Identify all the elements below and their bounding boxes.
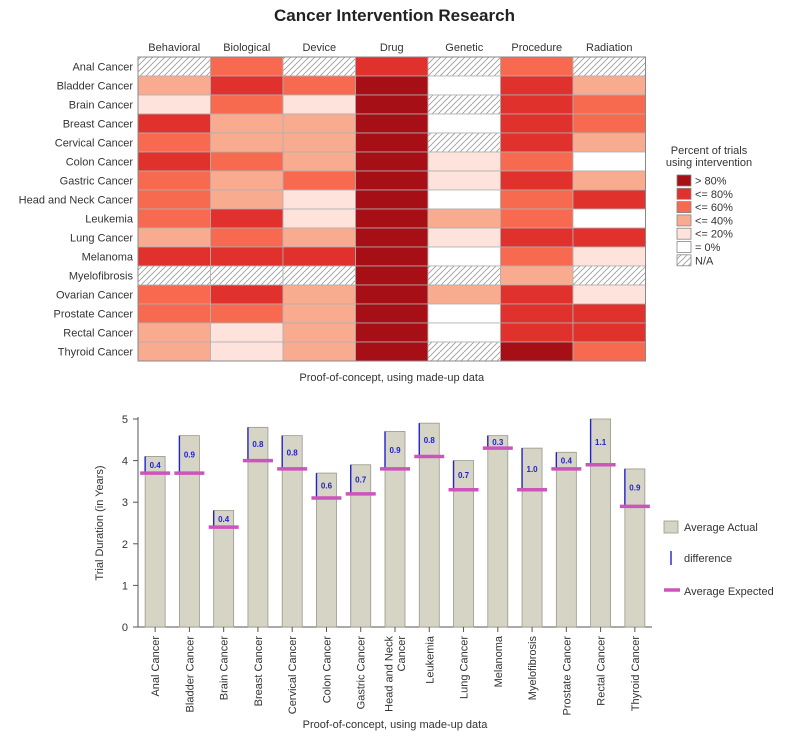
bar-average-actual — [521, 447, 543, 628]
heatmap-column-label: Genetic — [445, 42, 483, 54]
legend-swatch — [676, 201, 692, 214]
heatmap-column-label: Radiation — [586, 42, 632, 54]
heatmap-footnote: Proof-of-concept, using made-up data — [299, 372, 485, 384]
difference-label: 0.9 — [389, 446, 401, 455]
y-tick-label: 0 — [122, 622, 128, 634]
legend-label: <= 80% — [695, 189, 733, 201]
heatmap-column-label: Behavioral — [148, 42, 200, 54]
heatmap-row-label: Gastric Cancer — [60, 176, 134, 188]
difference-label: 0.4 — [561, 457, 573, 466]
legend-swatch-actual — [663, 520, 679, 534]
heatmap-row-label: Bladder Cancer — [57, 81, 134, 93]
difference-label: 0.9 — [629, 484, 641, 493]
x-tick-label: Head and NeckCancer — [383, 636, 408, 712]
bar-average-actual — [316, 472, 337, 628]
legend-swatch — [676, 241, 692, 253]
legend-swatch — [676, 227, 692, 240]
bar-average-actual — [487, 435, 509, 628]
legend-title-line-2: using intervention — [666, 157, 752, 169]
heatmap-row-label: Rectal Cancer — [63, 328, 133, 340]
heatmap-border — [137, 56, 646, 362]
legend-label: = 0% — [695, 242, 721, 254]
difference-label: 0.8 — [424, 436, 436, 445]
heatmap-column-label: Procedure — [511, 42, 562, 54]
heatmap-row-label: Cervical Cancer — [55, 138, 134, 150]
heatmap-row-label: Thyroid Cancer — [58, 347, 134, 359]
bar-average-actual — [178, 435, 200, 628]
x-tick-label: Cervical Cancer — [287, 636, 299, 715]
bar-average-actual — [144, 456, 166, 628]
heatmap-row-label: Brain Cancer — [69, 100, 134, 112]
legend-label-actual: Average Actual — [684, 522, 758, 534]
page-title: Cancer Intervention Research — [274, 6, 515, 25]
bar-average-actual — [453, 460, 474, 628]
x-tick-label: Breast Cancer — [253, 636, 265, 707]
x-tick-label: Bladder Cancer — [184, 636, 196, 713]
y-axis-label: Trial Duration (in Years) — [94, 465, 106, 580]
heatmap-row-label: Myelofibrosis — [69, 271, 134, 283]
bar-average-actual — [590, 418, 611, 628]
heatmap-column-label: Drug — [380, 42, 404, 54]
difference-label: 0.3 — [492, 438, 504, 447]
x-tick-label: Prostate Cancer — [561, 636, 573, 716]
legend-swatch — [676, 174, 692, 187]
difference-label: 1.1 — [595, 438, 607, 447]
bar-average-actual — [281, 435, 303, 628]
x-tick-label: Brain Cancer — [219, 636, 231, 701]
heatmap-column-label: Device — [302, 42, 336, 54]
heatmap-column-label: Biological — [223, 42, 270, 54]
x-tick-label: Rectal Cancer — [596, 636, 608, 706]
bar-average-actual — [384, 431, 406, 628]
bar-chart-footnote: Proof-of-concept, using made-up data — [303, 719, 489, 731]
x-tick-label: Myelofibrosis — [527, 636, 539, 701]
x-tick-label: Leukemia — [424, 635, 436, 684]
heatmap-row-label: Head and Neck Cancer — [19, 195, 134, 207]
legend-label: <= 20% — [695, 229, 733, 241]
heatmap-row-label: Lung Cancer — [70, 233, 133, 245]
heatmap-chart: Behavioral Biological Device Drug Genetic Pro… — [19, 42, 752, 384]
difference-label: 0.8 — [287, 448, 299, 457]
y-tick-label: 3 — [122, 497, 128, 509]
difference-label: 0.7 — [458, 471, 470, 480]
difference-label: 0.4 — [218, 515, 230, 524]
heatmap-row-label: Leukemia — [85, 214, 134, 226]
x-tick-label: Melanoma — [493, 635, 505, 687]
bar-average-actual — [350, 464, 372, 628]
bar-average-actual — [555, 451, 577, 628]
legend-swatch — [676, 214, 692, 227]
legend-label: N/A — [695, 255, 714, 267]
y-tick-label: 5 — [122, 414, 128, 426]
difference-label: 0.9 — [184, 450, 196, 459]
difference-label: 0.8 — [252, 440, 264, 449]
heatmap-row-label: Anal Cancer — [72, 62, 133, 74]
heatmap-row-label: Prostate Cancer — [54, 309, 134, 321]
heatmap-row-label: Melanoma — [82, 252, 134, 264]
y-tick-label: 4 — [122, 456, 128, 468]
legend-swatch — [676, 254, 692, 267]
legend-swatch — [676, 187, 692, 200]
x-tick-label: Colon Cancer — [321, 636, 333, 704]
heatmap-row-label: Ovarian Cancer — [56, 290, 133, 302]
x-tick-label: Thyroid Cancer — [630, 636, 642, 712]
y-tick-label: 2 — [122, 539, 128, 551]
heatmap-row-label: Breast Cancer — [63, 119, 134, 131]
difference-label: 0.4 — [150, 461, 162, 470]
x-tick-label: Gastric Cancer — [356, 636, 368, 710]
heatmap-row-label: Colon Cancer — [66, 157, 134, 169]
legend-title-line-1: Percent of trials — [671, 145, 748, 157]
legend-label-difference: difference — [684, 553, 732, 565]
bar-average-actual — [247, 426, 269, 628]
legend-label: > 80% — [695, 176, 727, 188]
difference-label: 0.6 — [321, 482, 333, 491]
legend-label: <= 40% — [695, 215, 733, 227]
difference-label: 0.7 — [355, 475, 367, 484]
x-tick-label: Anal Cancer — [150, 636, 162, 697]
legend-label: <= 60% — [695, 202, 733, 214]
bar-average-actual — [418, 422, 440, 628]
legend-label-expected: Average Expected — [684, 586, 774, 598]
y-tick-label: 1 — [122, 580, 128, 592]
x-tick-label: Lung Cancer — [459, 636, 471, 699]
difference-label: 1.0 — [527, 465, 539, 474]
